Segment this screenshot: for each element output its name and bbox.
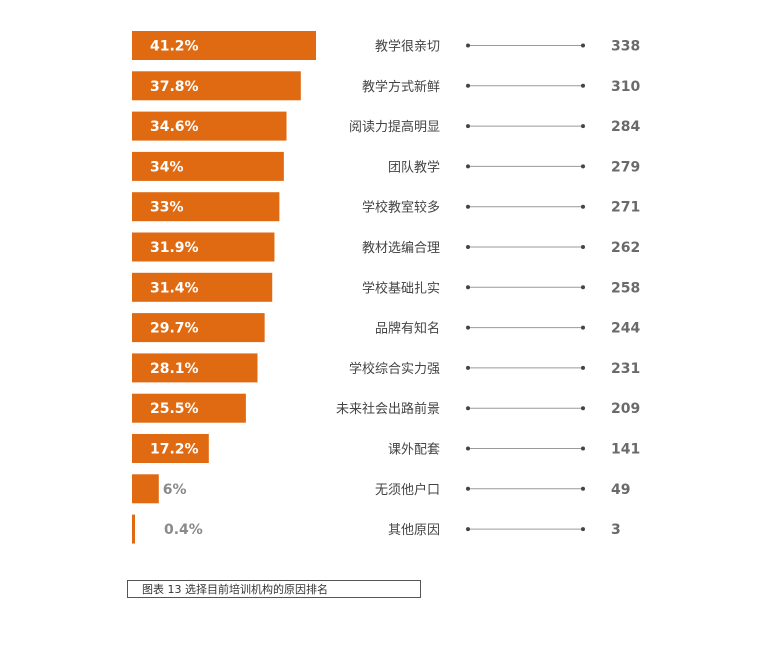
- bar-percent-label: 0.4%: [164, 522, 203, 538]
- bar-row: 0.4% 其他原因 3: [132, 514, 621, 544]
- count-label: 310: [611, 79, 640, 95]
- bar-row: 33% 学校教室较多 271: [132, 192, 640, 222]
- bar-row: 31.4% 学校基础扎实 258: [132, 272, 640, 302]
- category-label: 教学很亲切: [375, 39, 440, 55]
- bar: [132, 151, 284, 181]
- connector-dot-left: [466, 486, 470, 491]
- connector-dot-right: [581, 245, 585, 249]
- connector-dot-right: [581, 43, 585, 48]
- category-label: 阅读力提高明显: [349, 119, 440, 135]
- connector-dot-right: [581, 446, 585, 451]
- bar-percent-label: 34.6%: [150, 119, 199, 135]
- bar-row: 34.6% 阅读力提高明显 284: [132, 111, 640, 141]
- connector-dot-left: [466, 365, 470, 370]
- bar-row: 41.2% 教学很亲切 338: [132, 31, 640, 60]
- bar-percent-label: 33%: [150, 200, 184, 216]
- bar-row: 25.5% 未来社会出路前景 209: [132, 393, 640, 423]
- category-label: 未来社会出路前景: [336, 401, 440, 417]
- bar-percent-label: 31.4%: [150, 280, 199, 296]
- bar-percent-label: 31.9%: [150, 240, 199, 256]
- connector-dot-left: [466, 527, 470, 532]
- category-label: 其他原因: [388, 523, 440, 538]
- chart-rows: 41.2% 教学很亲切 338 37.8% 教学方式新鲜 310 34.6% 阅读力提高明显 2…: [132, 31, 640, 544]
- count-label: 244: [611, 321, 640, 337]
- connector-dot-right: [581, 486, 585, 491]
- bar-row: 29.7% 品牌有知名 244: [132, 313, 640, 343]
- bar: [132, 31, 316, 60]
- connector-dot-right: [581, 527, 585, 532]
- bar: [132, 353, 258, 383]
- bar-percent-label: 6%: [163, 482, 187, 498]
- chart-caption: 图表 13 选择目前培训机构的原因排名: [127, 580, 421, 598]
- connector-dot-right: [581, 285, 585, 290]
- count-label: 231: [611, 361, 640, 377]
- connector-dot-right: [581, 325, 585, 330]
- bar: [132, 232, 275, 262]
- count-label: 49: [611, 482, 630, 498]
- category-label: 课外配套: [388, 442, 440, 458]
- bar-percent-label: 28.1%: [150, 361, 199, 377]
- bar-row: 31.9% 教材选编合理 262: [132, 232, 640, 262]
- connector-dot-right: [581, 164, 585, 169]
- connector-dot-left: [466, 325, 470, 330]
- bar-percent-label: 29.7%: [150, 321, 199, 337]
- bar: [132, 313, 265, 343]
- bar: [132, 434, 209, 463]
- bar-row: 28.1% 学校综合实力强 231: [132, 353, 640, 383]
- bar: [132, 272, 273, 302]
- bar: [132, 71, 301, 101]
- category-label: 教材选编合理: [362, 240, 440, 256]
- bar: [132, 393, 246, 423]
- bar: [132, 111, 287, 141]
- bar-row: 6% 无须他户口 49: [132, 474, 630, 504]
- category-label: 学校基础扎实: [362, 280, 440, 296]
- connector-dot-left: [466, 83, 470, 88]
- count-label: 338: [611, 39, 640, 55]
- connector-dot-right: [581, 406, 585, 411]
- bar-percent-label: 37.8%: [150, 79, 199, 95]
- count-label: 141: [611, 442, 640, 458]
- bar-percent-label: 41.2%: [150, 39, 199, 55]
- category-label: 团队教学: [388, 159, 440, 175]
- count-label: 271: [611, 200, 640, 216]
- count-label: 209: [611, 401, 640, 417]
- bar-row: 34% 团队教学 279: [132, 151, 640, 181]
- category-label: 教学方式新鲜: [362, 79, 440, 95]
- connector-dot-left: [466, 43, 470, 48]
- bar-percent-label: 25.5%: [150, 401, 199, 417]
- bar-row: 17.2% 课外配套 141: [132, 434, 640, 463]
- category-label: 无须他户口: [375, 482, 440, 498]
- bar: [132, 192, 280, 222]
- connector-dot-right: [581, 124, 585, 129]
- connector-dot-right: [581, 83, 585, 88]
- connector-dot-right: [581, 365, 585, 370]
- category-label: 学校教室较多: [362, 200, 440, 216]
- connector-dot-left: [466, 406, 470, 411]
- count-label: 279: [611, 159, 640, 175]
- connector-dot-left: [466, 204, 470, 209]
- bar-percent-label: 17.2%: [150, 442, 199, 458]
- connector-dot-left: [466, 285, 470, 290]
- count-label: 284: [611, 119, 640, 135]
- category-label: 学校综合实力强: [349, 361, 440, 377]
- bar: [132, 474, 159, 504]
- count-label: 262: [611, 240, 640, 256]
- chart-caption-text: 图表 13 选择目前培训机构的原因排名: [142, 583, 328, 596]
- bar-percent-label: 34%: [150, 159, 184, 175]
- count-label: 3: [611, 522, 621, 538]
- connector-dot-left: [466, 446, 470, 451]
- connector-dot-left: [466, 245, 470, 249]
- connector-dot-left: [466, 124, 470, 129]
- connector-dot-left: [466, 164, 470, 169]
- bar: [132, 514, 135, 544]
- count-label: 258: [611, 280, 640, 296]
- bar-row: 37.8% 教学方式新鲜 310: [132, 71, 640, 101]
- connector-dot-right: [581, 204, 585, 209]
- category-label: 品牌有知名: [375, 321, 440, 337]
